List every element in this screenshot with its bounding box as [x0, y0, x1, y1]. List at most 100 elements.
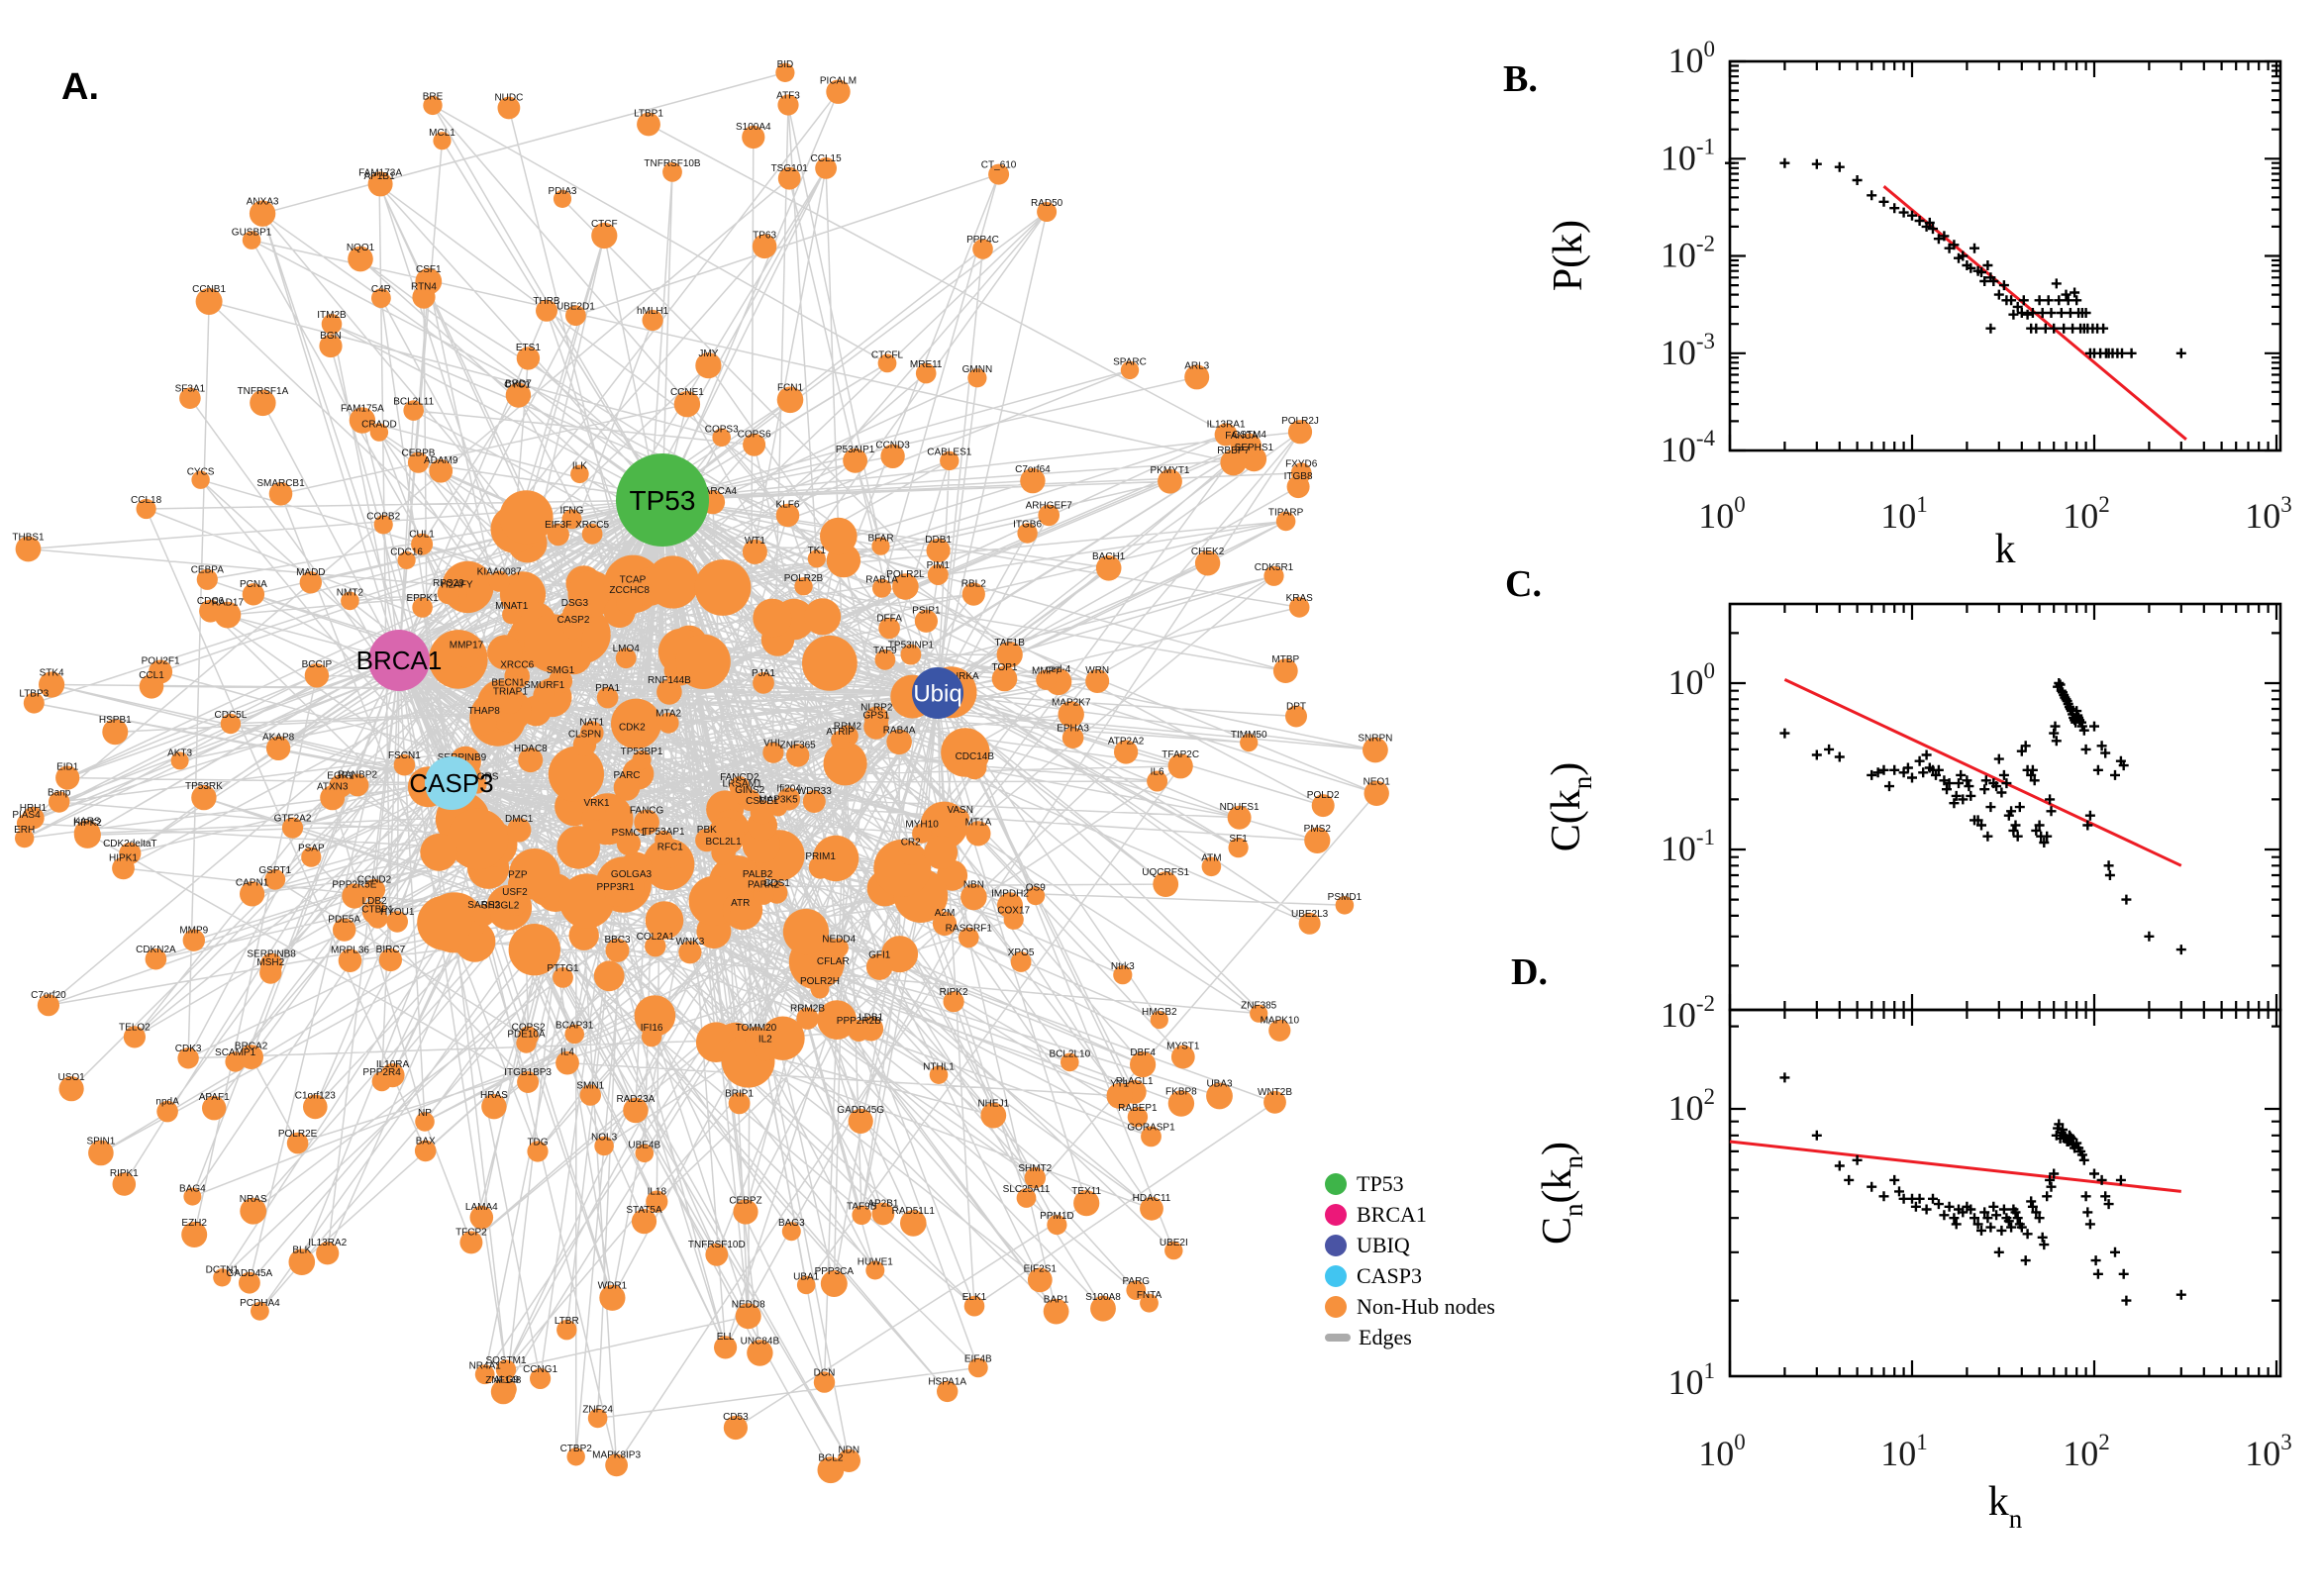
network-node-label: ATP2A2	[1108, 736, 1145, 747]
network-node	[587, 802, 606, 821]
legend-label: BRCA1	[1357, 1201, 1427, 1227]
legend-label: TP53	[1357, 1170, 1404, 1196]
network-node-label: IL4	[560, 1047, 574, 1058]
network-node	[634, 809, 659, 836]
network-node-label: ETS1	[516, 343, 541, 353]
network-node	[516, 1033, 537, 1053]
network-node	[615, 648, 637, 669]
network-node-cluster	[782, 908, 830, 955]
network-node	[570, 464, 589, 484]
network-node-label: CDC14B	[956, 751, 995, 762]
network-node-label: FXYD6	[1285, 458, 1318, 469]
network-node	[712, 428, 731, 448]
network-node	[338, 948, 362, 972]
network-node-label: CUL1	[409, 530, 435, 541]
network-node	[580, 721, 604, 745]
network-node-label: CDK3	[175, 1044, 202, 1054]
network-node	[397, 550, 416, 570]
chart-panel-b: 100 10-1 10-2 10-3 10-4 100 101 102 103 B. P(k) k	[1503, 37, 2292, 572]
network-node	[534, 684, 555, 704]
network-node	[299, 571, 322, 594]
network-node	[748, 873, 767, 892]
network-node	[1140, 1196, 1163, 1221]
network-node	[1263, 1090, 1286, 1114]
network-node	[796, 1007, 819, 1030]
network-node	[490, 904, 511, 925]
network-node-label: EZH2	[181, 1218, 207, 1229]
network-node-label: GORASP1	[1127, 1123, 1175, 1134]
network-node	[1311, 794, 1335, 818]
network-node-label: PRIM1	[805, 851, 836, 862]
network-node	[886, 729, 912, 755]
network-node-label: POLR2E	[278, 1129, 318, 1140]
network-node	[1127, 1107, 1149, 1128]
network-node-label: IMPDH2	[991, 888, 1029, 899]
network-node-label: PIAS4	[12, 810, 41, 821]
network-node-label: COPS6	[738, 430, 771, 441]
network-node-label: PPM1D	[1040, 1211, 1073, 1222]
network-node-label: IFNG	[560, 505, 584, 516]
network-node	[481, 1094, 507, 1120]
network-node	[1214, 423, 1238, 447]
network-node-label: RASGRF1	[946, 924, 993, 935]
network-node-label: CHEK2	[1191, 547, 1225, 557]
network-node-label: ZCCHC8	[609, 585, 650, 596]
network-node	[616, 589, 643, 616]
network-node-label: ITGB6	[1013, 519, 1042, 530]
network-node-label: TOMM20	[736, 1023, 777, 1034]
panel-c-label: C.	[1505, 563, 1542, 605]
network-node-label: LTBP3	[19, 689, 49, 700]
network-node	[179, 387, 201, 410]
legend-label: UBIQ	[1357, 1232, 1410, 1257]
network-node-label: SPIN1	[86, 1137, 115, 1147]
network-node-label: CDKN2A	[136, 945, 176, 955]
network-node	[367, 171, 393, 197]
network-node-label: PSAP	[298, 844, 325, 854]
network-node	[723, 1415, 749, 1441]
network-node	[321, 314, 343, 335]
network-node	[498, 690, 523, 715]
network-node-label: POLR2H	[800, 976, 840, 987]
network-node-label: NP	[418, 1108, 432, 1119]
network-node-label: NQO1	[347, 243, 375, 253]
chart-panel-c: 100 10-1 10-2 C. C(kn​)	[1505, 563, 2282, 1035]
network-node-label: RBBP7	[1217, 446, 1250, 456]
axis-ticks	[1728, 59, 2280, 452]
network-node	[386, 911, 409, 933]
fit-line	[1783, 678, 2182, 867]
network-node	[362, 878, 386, 901]
network-node	[1017, 523, 1038, 544]
network-node-label: CR2	[901, 838, 921, 848]
network-node	[711, 840, 736, 865]
y-tick-label: 10-2	[1661, 232, 1715, 275]
network-node	[373, 515, 393, 535]
network-node-label: CDC16	[390, 548, 423, 558]
network-node	[346, 773, 369, 797]
network-node	[997, 892, 1023, 919]
network-node	[963, 1295, 985, 1317]
network-node-label: MT1A	[965, 817, 992, 828]
network-node	[735, 1303, 761, 1330]
network-node-label: NHEJ1	[977, 1099, 1009, 1110]
network-node-cluster	[593, 960, 625, 992]
network-node-label: GMNN	[962, 364, 993, 375]
hub-label-ubiq: Ubiq	[913, 680, 961, 707]
network-node-label: PJA1	[752, 668, 775, 679]
network-node	[170, 751, 189, 770]
network-node-label: KIAA0087	[477, 567, 522, 578]
network-node-label: FSCN1	[388, 750, 421, 761]
legend-item-brca1: BRCA1	[1325, 1199, 1495, 1230]
legend-item-non-hub-nodes: Non-Hub nodes	[1325, 1291, 1495, 1322]
network-node-label: CDK5R1	[1255, 562, 1294, 573]
network-node	[1061, 727, 1084, 748]
network-node	[242, 231, 261, 249]
network-node	[564, 1024, 584, 1045]
network-node-label: C7orf20	[31, 990, 66, 1001]
network-node-label: BCCIP	[302, 659, 333, 670]
network-node-label: BRD7	[505, 379, 532, 390]
network-node	[566, 1447, 585, 1466]
network-node	[341, 591, 359, 611]
network-node	[1038, 504, 1060, 527]
network-node-label: CAPN1	[236, 877, 269, 888]
network-node-label: BAX	[416, 1137, 436, 1147]
